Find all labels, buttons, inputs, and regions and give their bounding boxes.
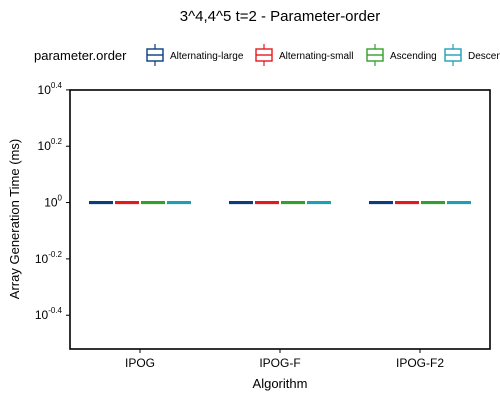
x-tick-label: IPOG-F2 xyxy=(396,356,444,370)
legend-item: Alternating-large xyxy=(146,44,244,66)
x-axis-label: Algorithm xyxy=(253,376,308,391)
legend-label: Alternating-large xyxy=(170,51,244,62)
legend-item: Ascending xyxy=(366,44,437,66)
x-tick-label: IPOG-F xyxy=(259,356,300,370)
x-axis: IPOG IPOG-F IPOG-F2 xyxy=(125,349,444,370)
y-tick-label: 10-0.2 xyxy=(35,250,63,266)
legend-title: parameter.order xyxy=(34,48,127,63)
y-tick-label: 10-0.4 xyxy=(35,306,63,322)
x-tick-label: IPOG xyxy=(125,356,155,370)
y-tick-label: 100 xyxy=(44,194,62,210)
legend-label: Ascending xyxy=(390,51,437,62)
legend-item: Descending xyxy=(444,44,500,66)
plot-panel xyxy=(69,89,491,350)
legend-item: Alternating-small xyxy=(255,44,353,66)
legend: parameter.order Alternating-large Alterna… xyxy=(34,44,500,66)
y-tick-label: 100.2 xyxy=(38,137,63,153)
y-axis-label: Array Generation Time (ms) xyxy=(7,139,22,299)
chart-title: 3^4,4^5 t=2 - Parameter-order xyxy=(180,8,380,25)
legend-label: Descending xyxy=(468,51,500,62)
y-tick-label: 100.4 xyxy=(38,81,63,97)
y-axis: 10-0.4 10-0.2 100 100.2 100.4 xyxy=(35,81,70,322)
legend-label: Alternating-small xyxy=(279,51,353,62)
